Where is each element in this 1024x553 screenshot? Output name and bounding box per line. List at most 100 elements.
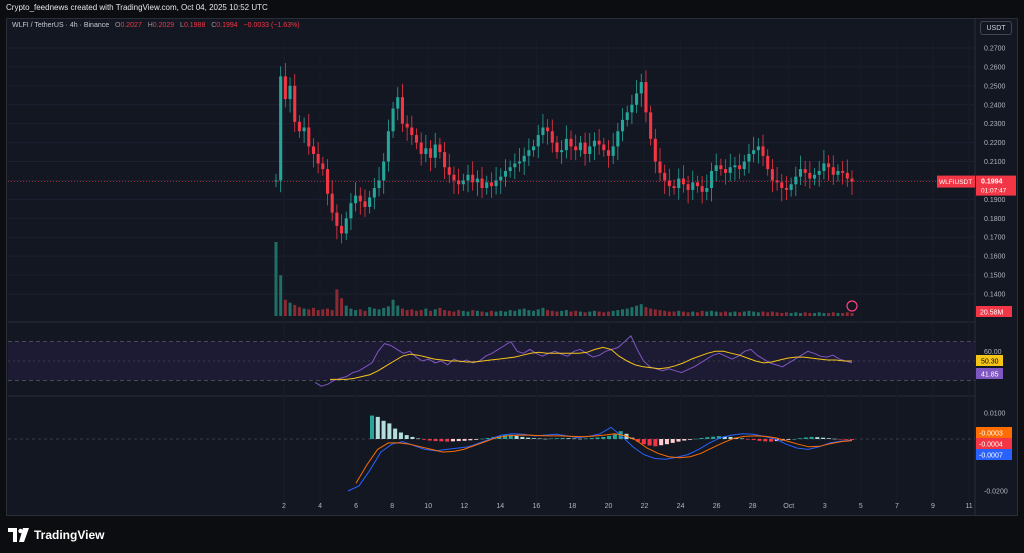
macd-histogram-bar	[844, 439, 849, 440]
volume-bar	[583, 312, 587, 316]
alert-icon[interactable]	[846, 300, 858, 312]
candle-body	[494, 180, 498, 187]
volume-bar	[621, 309, 625, 316]
macd-tick-label: 0.0100	[984, 411, 1006, 418]
volume-bar	[728, 312, 732, 316]
rsi-value-label: 50.30	[981, 359, 999, 366]
macd-line	[347, 426, 853, 492]
volume-bar	[405, 310, 409, 316]
candle-body	[297, 121, 301, 132]
candle-body	[340, 225, 344, 234]
candle-body	[770, 169, 774, 181]
candle-body	[344, 218, 348, 234]
volume-bar	[293, 304, 297, 316]
candle-body	[546, 127, 550, 132]
macd-value-tag	[976, 427, 1012, 438]
candle-body	[794, 176, 798, 185]
macd-histogram-bar	[560, 437, 565, 439]
volume-bar	[344, 305, 348, 316]
close-value: 0.1994	[216, 22, 238, 29]
candle-body	[672, 186, 676, 189]
symbol-tag-label: WLFIUSDT	[939, 179, 972, 186]
candle-body	[611, 146, 615, 156]
volume-bar	[414, 310, 418, 316]
volume-bar	[588, 311, 592, 316]
volume-bar	[503, 311, 507, 316]
volume-bar	[499, 310, 503, 316]
volume-bar	[297, 307, 301, 316]
volume-bar	[438, 307, 442, 316]
high-label: H	[147, 22, 153, 29]
volume-bar	[733, 311, 737, 316]
candle-body	[433, 144, 437, 158]
candle-body	[443, 152, 447, 168]
volume-bar	[358, 309, 362, 316]
volume-bar	[489, 310, 493, 316]
candle-body	[653, 138, 657, 162]
candle-body	[536, 135, 540, 147]
candle-body	[588, 146, 592, 154]
price-tick-label: 0.2300	[984, 121, 1006, 128]
macd-histogram-bar	[508, 434, 513, 439]
macd-histogram-bar	[722, 436, 727, 439]
candle-body	[798, 169, 803, 177]
price-tick-label: 0.2100	[984, 159, 1006, 166]
volume-bar	[719, 312, 723, 316]
candle-body	[349, 203, 353, 219]
candle-body	[700, 186, 704, 192]
candle-body	[316, 153, 320, 164]
close-label: C	[211, 22, 217, 29]
volume-bar	[532, 310, 536, 316]
chart-frame	[6, 18, 1018, 516]
candle-body	[447, 167, 451, 175]
volume-bar	[447, 310, 451, 316]
candle-body	[532, 146, 536, 151]
candle-body	[752, 150, 756, 154]
candle-body	[597, 140, 601, 145]
macd-histogram-bar	[664, 439, 669, 445]
rsi-ma-value-label: 41.85	[981, 372, 999, 379]
time-tick-label: 24	[677, 503, 685, 510]
candle-body	[414, 135, 419, 143]
macd-histogram-bar	[410, 436, 415, 439]
macd-histogram-bar	[838, 439, 843, 440]
currency-button[interactable]: USDT	[980, 21, 1012, 35]
volume-bar	[485, 312, 489, 316]
macd-histogram-bar	[688, 439, 693, 440]
candle-body	[358, 195, 362, 202]
volume-bar	[724, 311, 728, 316]
volume-bar	[611, 310, 615, 316]
volume-bar	[480, 311, 484, 316]
countdown-label: 01:07:47	[981, 188, 1007, 195]
volume-bar	[475, 310, 479, 316]
macd-histogram-bar	[433, 439, 438, 442]
candle-body	[695, 182, 700, 187]
volume-bar	[541, 307, 545, 316]
macd-histogram-bar	[422, 439, 427, 440]
volume-bar	[555, 311, 559, 316]
volume-bar	[335, 289, 339, 316]
volume-bar	[817, 312, 821, 316]
volume-bar	[443, 310, 447, 316]
candle-body	[616, 131, 620, 147]
macd-histogram-bar	[485, 437, 490, 439]
macd-histogram-bar	[769, 439, 774, 442]
volume-bar	[831, 312, 835, 316]
macd-histogram-bar	[381, 420, 386, 439]
volume-bar	[756, 312, 760, 316]
macd-histogram-bar	[826, 438, 831, 439]
candle-body	[386, 131, 390, 162]
macd-histogram-bar	[578, 438, 583, 440]
volume-bar	[424, 308, 428, 316]
time-tick-label: 3	[823, 503, 827, 510]
volume-bar	[597, 311, 601, 316]
candle-body	[564, 138, 568, 151]
volume-bar	[283, 299, 287, 316]
macd-histogram-bar	[763, 439, 768, 442]
candle-body	[630, 104, 634, 113]
macd-histogram-bar	[543, 438, 548, 440]
volume-bar	[564, 310, 568, 316]
macd-histogram-bar	[670, 439, 675, 443]
symbol-title[interactable]: WLFI / TetherUS · 4h · Binance	[12, 22, 110, 29]
